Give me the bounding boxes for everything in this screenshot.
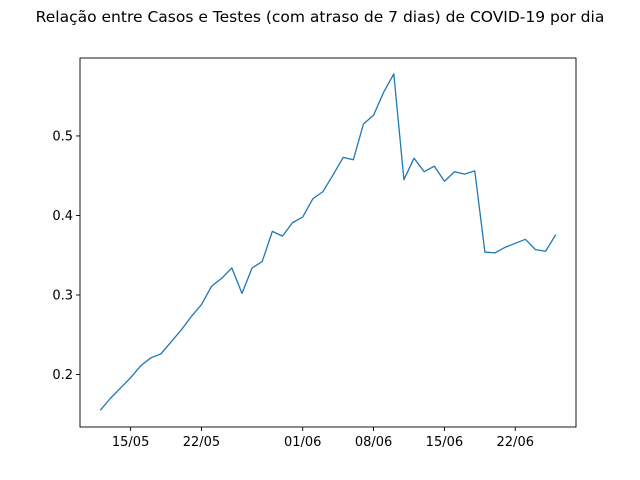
axes-frame — [79, 57, 577, 428]
x-tick-label: 15/06 — [426, 435, 463, 450]
y-tick-label: 0.5 — [52, 129, 73, 144]
x-tick-label: 08/06 — [355, 435, 392, 450]
series-line-0 — [99, 73, 557, 411]
x-tick-label: 01/06 — [284, 435, 321, 450]
x-tick-label: 22/06 — [497, 435, 534, 450]
chart-title: Relação entre Casos e Testes (com atraso… — [36, 8, 605, 26]
x-tick-label: 22/05 — [183, 435, 220, 450]
x-tick-label: 15/05 — [112, 435, 149, 450]
axes: 15/05 22/05 01/06 08/06 15/06 22/06 0.2 0.3 0.4 0… — [52, 57, 577, 450]
plot-area — [99, 73, 557, 411]
y-tick-label: 0.4 — [52, 209, 73, 224]
y-tick-label: 0.3 — [52, 288, 73, 303]
y-tick-label: 0.2 — [52, 368, 73, 383]
